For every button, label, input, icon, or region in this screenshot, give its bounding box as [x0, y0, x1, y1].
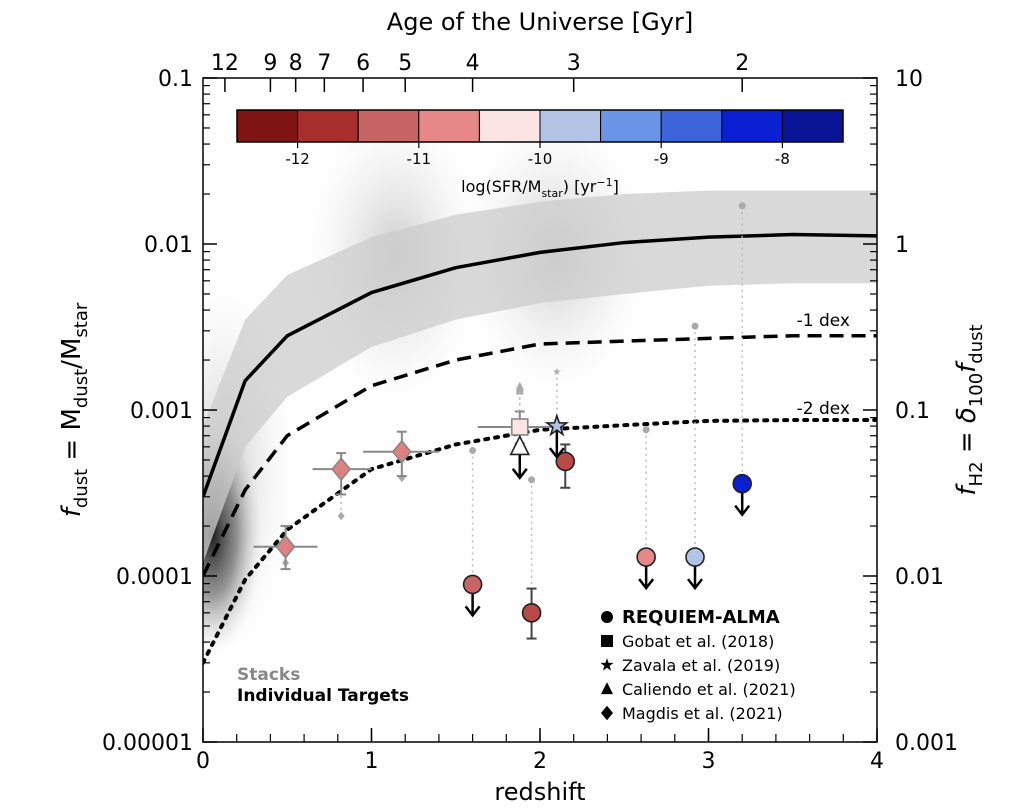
colorbar-swatch: [357, 109, 420, 143]
stack-point: [516, 381, 524, 389]
stack-point: [516, 387, 524, 395]
upper-limit-arrowhead: [511, 468, 528, 480]
x2-tick-label: 3: [567, 51, 581, 76]
colorbar-swatch: [236, 109, 299, 143]
legend-group-label: Stacks: [237, 665, 300, 685]
colorbar-tick-label: -12: [285, 150, 310, 168]
relation-curve: [203, 232, 877, 498]
data-point: [462, 574, 483, 595]
colorbar-tick-label: -10: [528, 150, 553, 168]
stack-point: [337, 511, 345, 521]
relation-curve: [203, 418, 877, 665]
upper-limit-arrowhead: [687, 578, 704, 591]
legend-label: Gobat et al. (2018): [622, 632, 774, 651]
stack-point: [528, 476, 536, 484]
data-point: [732, 473, 753, 494]
colorbar-swatch: [539, 109, 602, 143]
y-tick-label: 0.00001: [102, 731, 193, 756]
y-tick-label: 0.0001: [116, 565, 193, 590]
scatter-band: [203, 190, 877, 563]
x2-tick-label: 7: [317, 51, 331, 76]
y-tick-label: 0.001: [130, 399, 193, 424]
x2-tick-label: 8: [289, 51, 303, 76]
y2-tick-label: 1: [895, 233, 909, 258]
x-tick-label: 2: [533, 749, 547, 774]
y2-tick-label: 0.001: [895, 731, 958, 756]
data-point: [544, 413, 570, 437]
upper-limit-arrowhead: [464, 605, 481, 618]
y2-tick-label: 10: [895, 67, 923, 92]
legend-marker: [601, 635, 613, 647]
x2-tick-label: 6: [356, 51, 370, 76]
x2-tick-label: 5: [398, 51, 412, 76]
upper-limit-arrowhead: [548, 447, 565, 460]
data-point: [275, 534, 296, 559]
legend-label: Magdis et al. (2021): [622, 704, 783, 723]
plot-area: [203, 190, 877, 665]
colorbar-swatch: [297, 109, 359, 143]
upper-limit-arrowhead: [734, 504, 751, 517]
legend-marker: [601, 611, 613, 623]
y-tick-label: 0.01: [144, 233, 193, 258]
legend-label: Caliendo et al. (2021): [622, 680, 796, 699]
data-point: [555, 451, 576, 472]
data-point: [685, 547, 705, 567]
foreground: REQUIEM-ALMA Gobat et al. (2018) Zavala et…: [236, 109, 844, 723]
legend-marker: [601, 682, 613, 695]
stack-point: [642, 426, 650, 434]
x2-tick-label: 4: [466, 51, 480, 76]
y-axis-label: fdust = Mdust/Mstar: [57, 302, 92, 517]
stack-point: [553, 367, 561, 376]
legend-label: Zavala et al. (2019): [622, 656, 780, 675]
top-axis-title: Age of the Universe [Gyr]: [387, 8, 693, 36]
axes: 0 1 2 3 412 9 8 7 6 5 4 3 20.000010.00010.0010.010.1…: [102, 51, 958, 774]
annotation: -2 dex: [797, 399, 850, 419]
x-tick-label: 4: [870, 749, 884, 774]
x2-tick-label: 9: [263, 51, 277, 76]
legend-group-label: Individual Targets: [237, 686, 409, 706]
data-point: [391, 439, 412, 464]
data-point: [331, 457, 352, 482]
x2-tick-label: 2: [735, 51, 749, 76]
stack-point: [691, 322, 699, 330]
colorbar-tick-label: -8: [775, 150, 790, 168]
colorbar-label: log(SFR/Mstar) [yr−1]: [461, 176, 619, 200]
stack-point: [738, 202, 746, 210]
colorbar-swatch: [600, 109, 662, 143]
colorbar-tick-label: -9: [654, 150, 669, 168]
y2-axis-label: fH2 = δ100fdust: [952, 324, 987, 495]
x-tick-label: 0: [196, 749, 210, 774]
x2-tick-label: 12: [211, 51, 239, 76]
y2-tick-label: 0.1: [895, 399, 930, 424]
stack-point: [469, 447, 477, 455]
data-point: [510, 418, 529, 436]
colorbar-swatch: [781, 109, 844, 143]
colorbar-swatch: [418, 109, 480, 143]
legend-label: REQUIEM-ALMA: [622, 607, 780, 628]
data-point: [521, 603, 542, 623]
x-tick-label: 1: [365, 749, 379, 774]
data-point: [636, 547, 656, 567]
upper-limit-arrowhead: [638, 578, 655, 591]
y-tick-label: 0.1: [158, 67, 193, 92]
legend-marker: [600, 658, 614, 671]
x-axis-label: redshift: [494, 778, 585, 806]
y2-tick-label: 0.01: [895, 565, 944, 590]
colorbar-swatch: [721, 109, 783, 143]
legend-marker: [601, 705, 613, 721]
colorbar-swatch: [660, 109, 723, 143]
relation-curve: [203, 334, 877, 577]
annotation: -1 dex: [797, 311, 850, 331]
colorbar-swatch: [478, 109, 541, 143]
colorbar-tick-label: -11: [407, 150, 432, 168]
x-tick-label: 3: [702, 749, 716, 774]
data-point: [509, 434, 531, 456]
